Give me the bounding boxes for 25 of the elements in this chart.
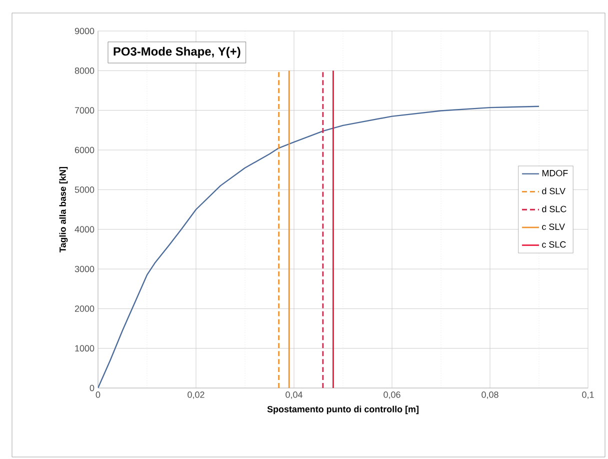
y-tick-label: 6000 (74, 146, 94, 154)
y-tick-label: 1000 (75, 345, 94, 352)
legend-label: MDOF (542, 170, 568, 176)
x-tick-label: 0,02 (188, 392, 204, 399)
x-axis-title: Spostamento punto di controllo [m] (267, 406, 418, 414)
y-tick-label: 5000 (74, 186, 94, 193)
x-tick-label: 0,08 (482, 392, 498, 399)
text: PO3-Mode Shape, Y(+) (114, 46, 240, 58)
x-tick-label: 0,06 (384, 392, 400, 399)
y-tick-label: 9000 (74, 28, 94, 34)
y-tick-label: 4000 (74, 226, 94, 233)
legend-label: c SLC (542, 241, 566, 248)
legend-label: d SLV (542, 188, 566, 194)
y-tick-label: 0 (90, 384, 94, 392)
y-tick-label: 3000 (74, 266, 94, 272)
legend-label: d SLC (542, 206, 566, 212)
x-tick-label: 0,04 (286, 392, 302, 399)
y-tick-label: 7000 (74, 107, 94, 114)
legend-label: c SLV (542, 224, 565, 230)
y-axis-title: Taglio alla base [kN] (59, 166, 68, 252)
x-tick-label: 0 (96, 392, 100, 398)
x-tick-label: 0,1 (582, 392, 594, 399)
y-tick-label: 8000 (74, 67, 94, 74)
y-tick-label: 2000 (74, 305, 94, 312)
line-series (98, 106, 540, 388)
